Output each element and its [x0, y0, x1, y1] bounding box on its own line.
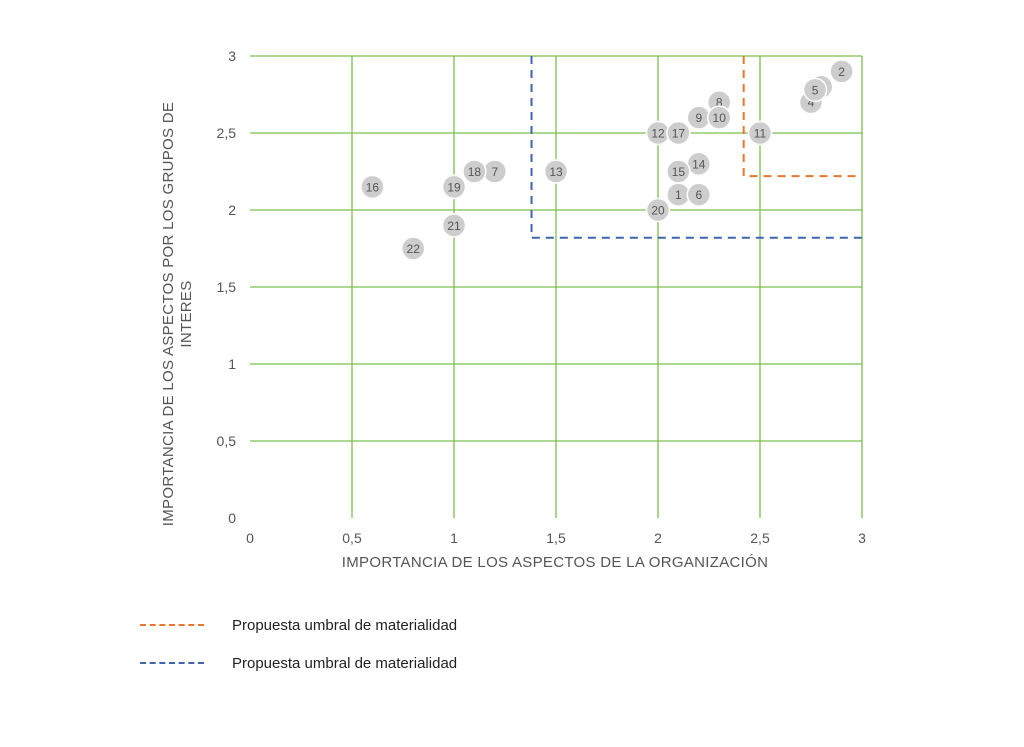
point-label: 8: [716, 96, 723, 110]
data-point: 16: [360, 174, 385, 200]
point-label: 4: [808, 96, 815, 110]
point-marker: [666, 120, 691, 146]
data-point: 22: [400, 236, 426, 261]
y-axis-label-line-1: IMPORTANCIA DE LOS ASPECTOS POR LOS GRUP…: [160, 102, 177, 526]
y-tick-label: 2: [228, 202, 236, 218]
data-point: 11: [747, 120, 773, 146]
y-axis-label-line-2: INTERES: [178, 280, 195, 347]
point-label: 21: [447, 219, 461, 233]
legend: Propuesta umbral de materialidad Propues…: [140, 614, 457, 690]
legend-item-blue: Propuesta umbral de materialidad: [140, 652, 457, 674]
point-label: 12: [651, 127, 665, 141]
point-label: 9: [695, 111, 702, 125]
y-axis-label: IMPORTANCIA DE LOS ASPECTOS POR LOS GRUP…: [160, 102, 195, 526]
point-label: 22: [407, 242, 421, 256]
data-point: 20: [645, 197, 671, 223]
y-tick-label: 1: [228, 356, 236, 372]
data-point: 18: [462, 159, 487, 184]
data-point: 9: [686, 105, 712, 130]
point-label: 14: [692, 157, 706, 171]
point-marker: [829, 59, 854, 84]
threshold-lines: [530, 56, 862, 239]
data-point: 17: [666, 120, 691, 146]
point-marker: [645, 197, 671, 223]
data-point: 5: [802, 77, 828, 103]
point-marker: [686, 182, 712, 207]
point-label: 1: [675, 188, 682, 202]
point-label: 6: [695, 188, 702, 202]
x-tick-label: 1: [450, 530, 458, 546]
threshold-line-blue: [530, 56, 862, 239]
legend-swatch-orange: [140, 624, 204, 626]
point-marker: [802, 77, 828, 103]
x-tick-label: 2: [654, 530, 662, 546]
y-tick-label: 0,5: [217, 433, 237, 449]
point-marker: [441, 174, 467, 200]
y-tick-label: 0: [228, 510, 236, 526]
x-tick-label: 1,5: [546, 530, 566, 546]
point-label: 2: [838, 65, 845, 79]
tick-labels: 0 0,5 1 1,5 2 2,5 3 0 0,5 1 1,5 2 2,5 3: [217, 48, 867, 546]
data-point: 2: [829, 59, 854, 84]
point-label: 7: [491, 165, 498, 179]
y-tick-label: 1,5: [217, 279, 237, 295]
x-tick-label: 0: [246, 530, 254, 546]
point-marker: [666, 159, 691, 184]
legend-item-orange: Propuesta umbral de materialidad: [140, 614, 457, 636]
y-tick-label: 3: [228, 48, 236, 64]
point-marker: [747, 120, 773, 146]
data-point: 13: [543, 159, 569, 184]
point-label: 16: [366, 180, 380, 194]
data-point: 6: [686, 182, 712, 207]
x-tick-label: 0,5: [342, 530, 362, 546]
point-label: 10: [713, 111, 727, 125]
point-marker: [360, 174, 385, 200]
data-point: 7: [482, 159, 508, 184]
data-point: 1: [666, 182, 691, 207]
legend-label-orange: Propuesta umbral de materialidad: [232, 616, 458, 634]
scatter-chart: 12345678910111213141516171819202122 00,5…: [160, 48, 867, 571]
data-point: 21: [441, 213, 467, 238]
data-point: 14: [686, 151, 712, 177]
point-marker: [441, 213, 467, 238]
point-label: 19: [447, 180, 461, 194]
point-label: 15: [672, 165, 686, 179]
grid: [250, 55, 863, 518]
data-points: 12345678910111213141516171819202122: [360, 59, 854, 261]
point-label: 13: [549, 165, 563, 179]
point-marker: [462, 159, 487, 184]
y-tick-label: 2,5: [217, 125, 237, 141]
point-marker: [400, 236, 426, 261]
threshold-line-orange: [742, 56, 862, 178]
legend-label-blue: Propuesta umbral de materialidad: [232, 654, 458, 672]
legend-swatch-blue: [140, 662, 204, 664]
point-marker: [543, 159, 569, 184]
point-label: 18: [468, 165, 482, 179]
point-marker: [706, 105, 732, 130]
x-tick-label: 2,5: [750, 530, 770, 546]
point-label: 5: [812, 83, 819, 97]
point-label: 20: [651, 204, 665, 218]
point-label: 17: [672, 127, 686, 141]
data-point: 10: [706, 105, 732, 130]
x-axis-label: IMPORTANCIA DE LOS ASPECTOS DE LA ORGANI…: [342, 554, 768, 571]
data-point: 15: [666, 159, 691, 184]
x-tick-label: 3: [858, 530, 866, 546]
point-label: 11: [754, 127, 767, 141]
data-point: 19: [441, 174, 467, 200]
data-point: 12: [645, 120, 671, 146]
